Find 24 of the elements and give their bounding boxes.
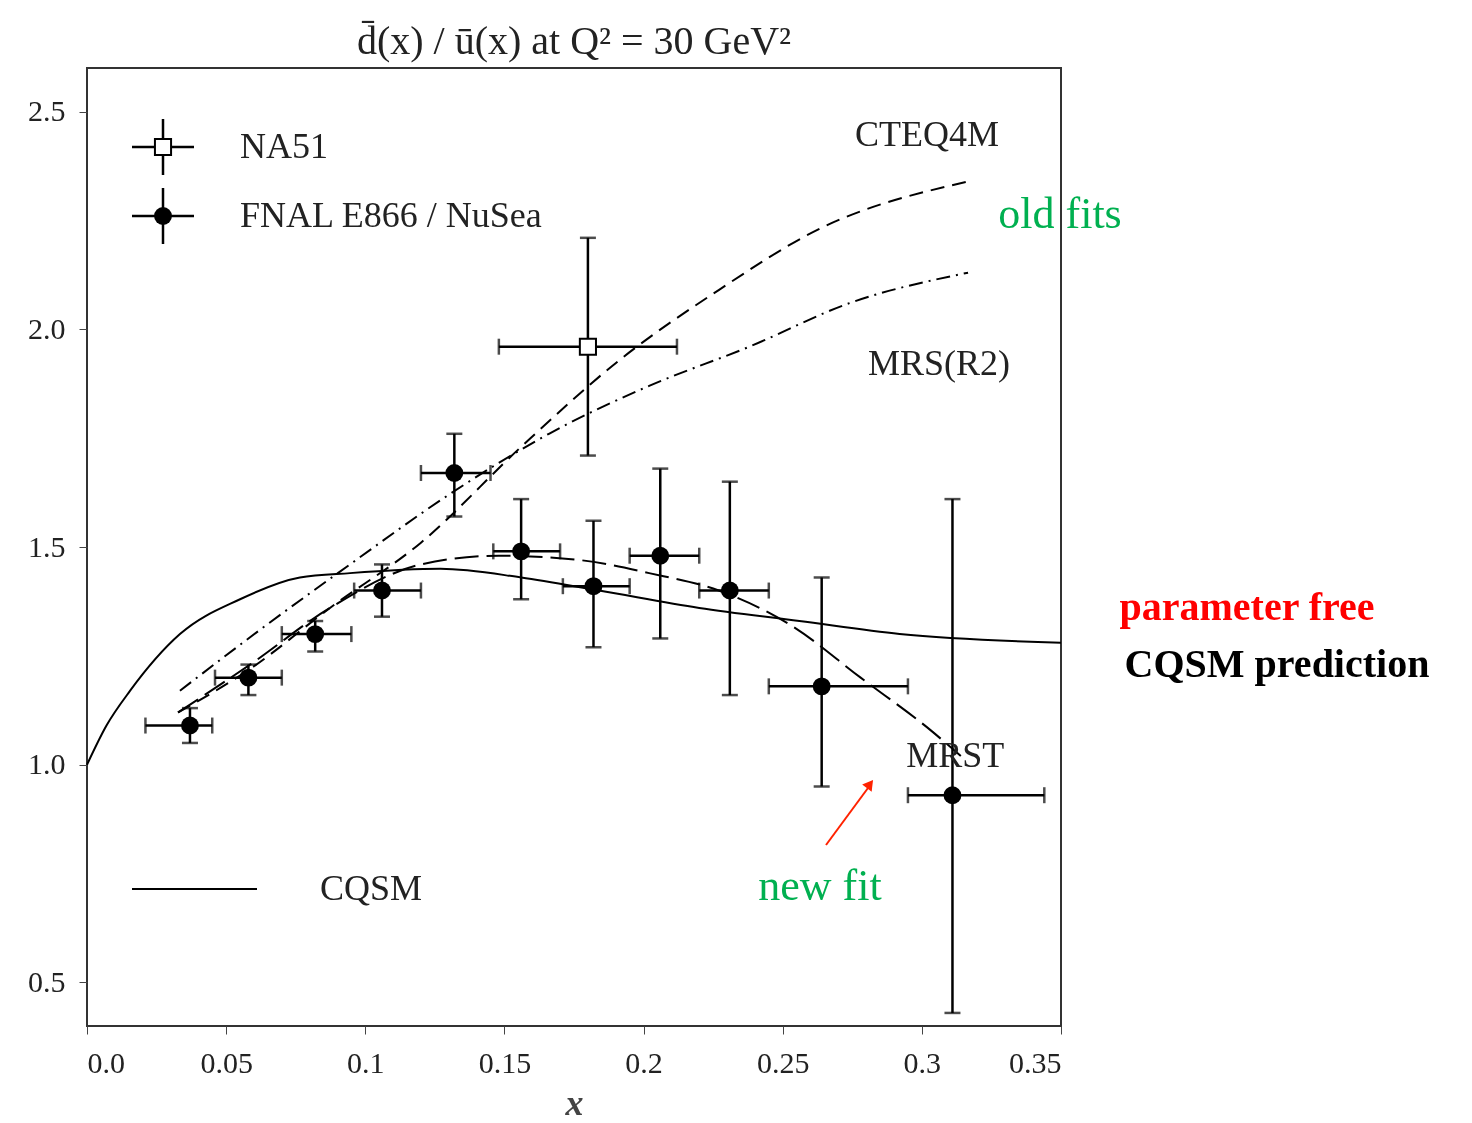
y-tick-label: 1.5: [28, 529, 66, 563]
x-axis-title: x: [564, 1082, 584, 1123]
x-tick-label: 0.2: [625, 1045, 663, 1079]
annotation: new fit: [758, 861, 882, 910]
annotation: old fits: [998, 189, 1122, 238]
text: CQSM prediction: [1124, 641, 1430, 686]
chart-title: d̄(x) / ū(x) at Q² = 30 GeV²: [356, 18, 792, 63]
x-tick-label: 0.25: [756, 1045, 810, 1079]
x-tick-label: 0.35: [1009, 1045, 1062, 1079]
legend-label: NA51: [240, 126, 328, 166]
x-tick-label: 0.1: [347, 1045, 385, 1079]
y-tick-label: 2.5: [28, 94, 66, 128]
y-tick-label: 0.5: [28, 964, 66, 998]
x-tick-label: 0.3: [903, 1045, 942, 1079]
legend-label: CQSM: [320, 868, 423, 908]
y-tick-label: 1.0: [28, 747, 66, 781]
x-tick-label: 0.0: [87, 1045, 125, 1079]
x-tick-label: 0.15: [478, 1045, 532, 1079]
x-tick-label: 0.05: [200, 1045, 253, 1079]
annotation: CTEQ4M: [855, 114, 999, 154]
annotation: MRS(R2): [867, 343, 1011, 383]
text: parameter free: [1119, 584, 1375, 629]
y-tick-label: 2.0: [28, 311, 66, 345]
legend-label: FNAL E866 / NuSea: [240, 195, 542, 235]
